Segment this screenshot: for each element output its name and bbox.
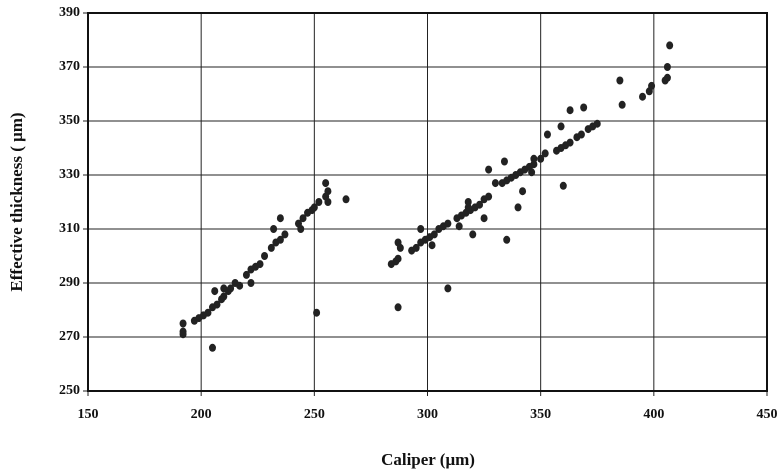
point bbox=[310, 203, 318, 212]
point bbox=[648, 81, 656, 90]
plot-border bbox=[87, 12, 768, 392]
y-tick-label: 350 bbox=[59, 113, 80, 128]
x-tick-label: 300 bbox=[417, 407, 438, 422]
point bbox=[394, 238, 402, 247]
point bbox=[211, 287, 219, 296]
y-axis-title: Effective thickness ( μm) bbox=[7, 112, 26, 291]
point bbox=[593, 119, 601, 128]
x-tick-label: 150 bbox=[78, 407, 99, 422]
point bbox=[324, 187, 332, 196]
point bbox=[543, 130, 551, 139]
y-tick-label: 370 bbox=[59, 59, 80, 74]
point bbox=[256, 260, 264, 269]
point bbox=[557, 122, 565, 131]
point bbox=[444, 284, 452, 293]
point bbox=[220, 292, 228, 301]
point bbox=[537, 154, 545, 163]
point bbox=[394, 254, 402, 263]
point bbox=[528, 168, 536, 177]
point bbox=[618, 100, 626, 109]
point bbox=[514, 203, 522, 212]
point bbox=[297, 225, 305, 233]
point bbox=[430, 230, 438, 239]
point bbox=[342, 195, 350, 204]
x-tick-label: 250 bbox=[304, 407, 325, 422]
point bbox=[322, 179, 330, 188]
point bbox=[261, 252, 269, 260]
point bbox=[313, 308, 321, 317]
x-tick-label: 350 bbox=[530, 407, 551, 422]
point bbox=[559, 181, 567, 190]
point bbox=[444, 219, 452, 228]
point bbox=[519, 187, 527, 196]
point bbox=[220, 284, 228, 293]
point bbox=[270, 225, 278, 233]
point bbox=[412, 243, 420, 252]
point bbox=[213, 300, 221, 309]
point bbox=[455, 222, 463, 231]
point bbox=[236, 281, 244, 290]
point bbox=[276, 235, 284, 244]
y-tick-label: 270 bbox=[59, 329, 80, 344]
point bbox=[464, 203, 472, 212]
point bbox=[179, 319, 187, 328]
x-axis-title: Caliper (μm) bbox=[381, 450, 475, 469]
point bbox=[577, 130, 585, 139]
y-tick-label: 310 bbox=[59, 221, 80, 236]
point bbox=[500, 157, 508, 166]
point bbox=[267, 243, 275, 252]
point bbox=[666, 41, 674, 50]
point bbox=[663, 73, 671, 82]
point bbox=[469, 230, 477, 239]
point bbox=[281, 230, 289, 239]
point bbox=[247, 279, 255, 287]
point bbox=[204, 308, 212, 317]
y-tick-label: 290 bbox=[59, 275, 80, 290]
point bbox=[299, 214, 307, 223]
point bbox=[639, 92, 647, 101]
point bbox=[480, 214, 488, 223]
point bbox=[491, 179, 499, 188]
point bbox=[227, 284, 235, 293]
point bbox=[580, 103, 588, 112]
point bbox=[428, 241, 436, 250]
point bbox=[566, 106, 574, 115]
x-tick-label: 450 bbox=[757, 407, 778, 422]
point bbox=[315, 198, 323, 206]
point bbox=[485, 192, 493, 201]
y-tick-label: 250 bbox=[59, 383, 80, 398]
point bbox=[179, 327, 187, 336]
point bbox=[485, 165, 493, 174]
point bbox=[503, 235, 511, 244]
point bbox=[324, 198, 332, 206]
point bbox=[541, 149, 549, 158]
point bbox=[242, 270, 250, 279]
y-tick-label: 390 bbox=[59, 5, 80, 20]
point bbox=[208, 343, 216, 352]
x-tick-label: 200 bbox=[191, 407, 212, 422]
point bbox=[276, 214, 284, 223]
point bbox=[476, 200, 484, 209]
x-tick-label: 400 bbox=[643, 407, 664, 422]
point bbox=[616, 76, 624, 85]
point bbox=[394, 303, 402, 312]
point bbox=[566, 138, 574, 147]
point bbox=[663, 63, 671, 71]
y-tick-label: 330 bbox=[59, 167, 80, 182]
point bbox=[417, 225, 425, 233]
point bbox=[530, 154, 538, 163]
